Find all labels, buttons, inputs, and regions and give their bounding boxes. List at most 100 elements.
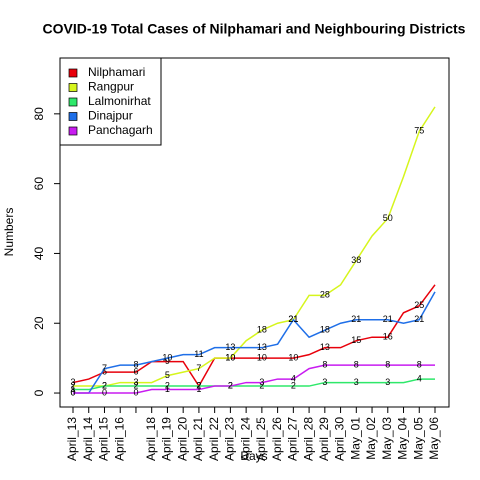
x-tick-label: April_24 [238,417,252,461]
legend-swatch [68,68,78,78]
x-tick-label: April_25 [254,417,268,461]
x-axis-label: Days [240,449,267,463]
value-label: 28 [320,290,330,300]
value-label: 75 [414,126,424,136]
value-label: 5 [165,370,170,380]
value-label: 7 [102,363,107,373]
x-tick-label: April_27 [286,417,300,461]
plot-frame [59,57,450,408]
series-line [73,364,435,394]
value-label: 13 [257,342,267,352]
value-label: 9 [165,356,170,366]
value-label: 15 [351,335,361,345]
value-label: 8 [322,359,327,369]
x-tick-label: April_30 [333,417,347,461]
x-tick-label: April_26 [270,417,284,461]
value-label: 2 [102,380,107,390]
series-line [72,284,436,388]
x-tick-label: May_05 [411,417,425,460]
value-label: 10 [162,353,172,363]
value-label: 2 [70,380,75,390]
value-label: 16 [383,332,393,342]
x-tick-label: May_06 [427,417,441,460]
x-tick-label: April_28 [301,417,315,461]
value-label: 8 [385,359,390,369]
value-label: 2 [259,380,264,390]
value-label: 6 [102,366,107,376]
y-tick-label: 60 [32,177,46,191]
y-axis-label: Numbers [2,208,16,257]
x-tick-label: April_20 [175,417,189,461]
y-tick-label: 40 [32,246,46,260]
x-tick-label: April_14 [81,417,95,461]
value-label: 1 [70,384,75,394]
legend-label: Dinajpur [88,109,133,123]
x-tick-label: April_29 [317,417,331,461]
legend-label: Rangpur [88,80,134,94]
value-label: 11 [194,349,203,359]
value-label: 4 [291,373,296,383]
x-tick-label: April_19 [160,417,174,461]
legend-swatch [68,83,78,92]
chart-title: COVID-19 Total Cases of Nilphamari and N… [43,21,466,37]
x-tick-label: April_21 [191,417,205,461]
x-tick-label: May_04 [396,417,410,460]
value-label: 21 [351,314,361,324]
series-line [73,106,436,387]
value-label: 13 [320,342,330,352]
series-line [73,291,436,394]
x-tick-label: April_22 [207,417,221,461]
value-label: 3 [259,377,264,387]
legend-swatch [68,126,78,136]
x-tick-label: April_15 [97,417,111,461]
value-label: 7 [196,363,201,373]
legend-swatch [68,97,78,107]
y-tick-label: 0 [32,389,46,396]
legend-swatch [68,112,78,121]
value-label: 21 [414,314,424,324]
value-label: 50 [383,213,393,223]
x-tick-label: April_18 [144,417,158,461]
value-label: 3 [70,377,75,387]
value-label: 8 [354,359,359,369]
value-label: 18 [257,325,267,335]
value-label: 10 [225,353,235,363]
value-label: 3 [322,377,327,387]
value-label: 3 [133,377,138,387]
value-label: 25 [414,300,424,310]
value-label: 0 [70,387,75,397]
value-label: 21 [383,314,393,324]
x-tick-label: April_23 [223,417,237,461]
value-label: 10 [288,353,298,363]
y-tick-label: 20 [32,316,46,330]
value-label: 2 [228,380,233,390]
x-tick-label: April_16 [112,417,126,461]
value-label: 2 [196,380,201,390]
value-label: 10 [257,353,267,363]
value-label: 3 [385,377,390,387]
value-label: 0 [133,387,138,397]
legend-label: Nilphamari [88,65,145,79]
value-label: 2 [291,380,296,390]
value-label: 21 [288,314,298,324]
value-label: 4 [417,373,422,383]
x-tick-label: April_13 [65,417,79,461]
legend-label: Panchagarh [88,123,153,137]
value-label: 6 [133,366,138,376]
value-label: 38 [351,255,361,265]
x-tick-label: May_02 [364,417,378,460]
value-label: 13 [225,342,235,352]
legend-label: Lalmonirhat [88,94,151,108]
value-label: 1 [165,384,170,394]
x-tick-label: May_03 [380,417,394,460]
value-label: 18 [320,325,330,335]
value-label: 0 [102,387,107,397]
series-line [73,378,435,391]
y-tick-label: 80 [32,107,46,121]
value-label: 8 [417,359,422,369]
value-label: 2 [165,380,170,390]
value-label: 3 [354,377,359,387]
value-label: 2 [133,380,138,390]
value-label: 8 [133,359,138,369]
